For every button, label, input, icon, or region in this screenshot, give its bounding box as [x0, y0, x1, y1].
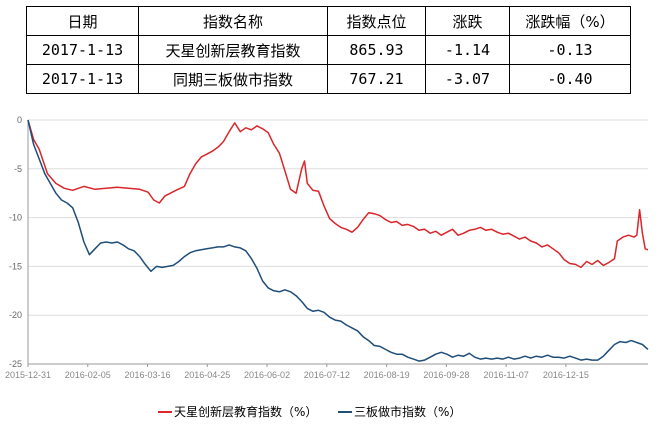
header-index-name: 指数名称: [138, 6, 328, 36]
y-tick-label: -20: [9, 310, 22, 320]
cell-change: -1.14: [425, 35, 510, 65]
x-tick-label: 2016-12-15: [543, 370, 589, 380]
x-tick-label: 2016-02-05: [65, 370, 111, 380]
x-tick-label: 2016-11-07: [483, 370, 528, 380]
legend: 天星创新层教育指数（%） 三板做市指数（%）: [158, 404, 461, 419]
y-tick-label: -10: [9, 213, 22, 223]
cell-change: -3.07: [425, 64, 510, 94]
cell-index-name: 同期三板做市指数: [138, 64, 328, 94]
cell-index-points: 767.21: [327, 64, 426, 94]
header-index-points: 指数点位: [327, 6, 426, 36]
legend-label: 三板做市指数（%）: [354, 404, 461, 419]
cell-index-name: 天星创新层教育指数: [138, 35, 328, 65]
header-change-pct: 涨跌幅（%）: [509, 6, 631, 36]
x-tick-label: 2016-09-28: [423, 370, 469, 380]
table-header-row: 日期 指数名称 指数点位 涨跌 涨跌幅（%）: [26, 6, 631, 36]
series-line-0: [27, 119, 649, 269]
x-tick-label: 2016-06-02: [244, 370, 290, 380]
x-tick-label: 2016-04-25: [184, 370, 230, 380]
x-tick-label: 2016-03-16: [125, 370, 171, 380]
y-tick-label: -5: [14, 164, 22, 174]
legend-label: 天星创新层教育指数（%）: [174, 404, 317, 419]
cell-date: 2017-1-13: [26, 64, 139, 94]
y-tick-label: -15: [9, 261, 22, 271]
header-change: 涨跌: [425, 6, 510, 36]
series-lines: [27, 119, 649, 362]
y-tick-label: 0: [17, 115, 22, 125]
x-tick-label: 2016-08-19: [364, 370, 410, 380]
series-line-1: [27, 119, 649, 362]
table-row: 2017-1-13 天星创新层教育指数 865.93 -1.14 -0.13: [26, 35, 631, 65]
cell-change-pct: -0.13: [509, 35, 631, 65]
cell-index-points: 865.93: [327, 35, 426, 65]
x-tick-label: 2016-07-12: [304, 370, 350, 380]
x-tick-label: 2015-12-31: [5, 370, 51, 380]
header-date: 日期: [26, 6, 139, 36]
index-summary-table: 日期 指数名称 指数点位 涨跌 涨跌幅（%） 2017-1-13 天星创新层教育…: [26, 6, 631, 94]
cell-change-pct: -0.40: [509, 64, 631, 94]
y-tick-label: -25: [9, 359, 22, 369]
grid-lines: [28, 119, 648, 365]
cell-date: 2017-1-13: [26, 35, 139, 65]
table-row: 2017-1-13 同期三板做市指数 767.21 -3.07 -0.40: [26, 64, 631, 94]
